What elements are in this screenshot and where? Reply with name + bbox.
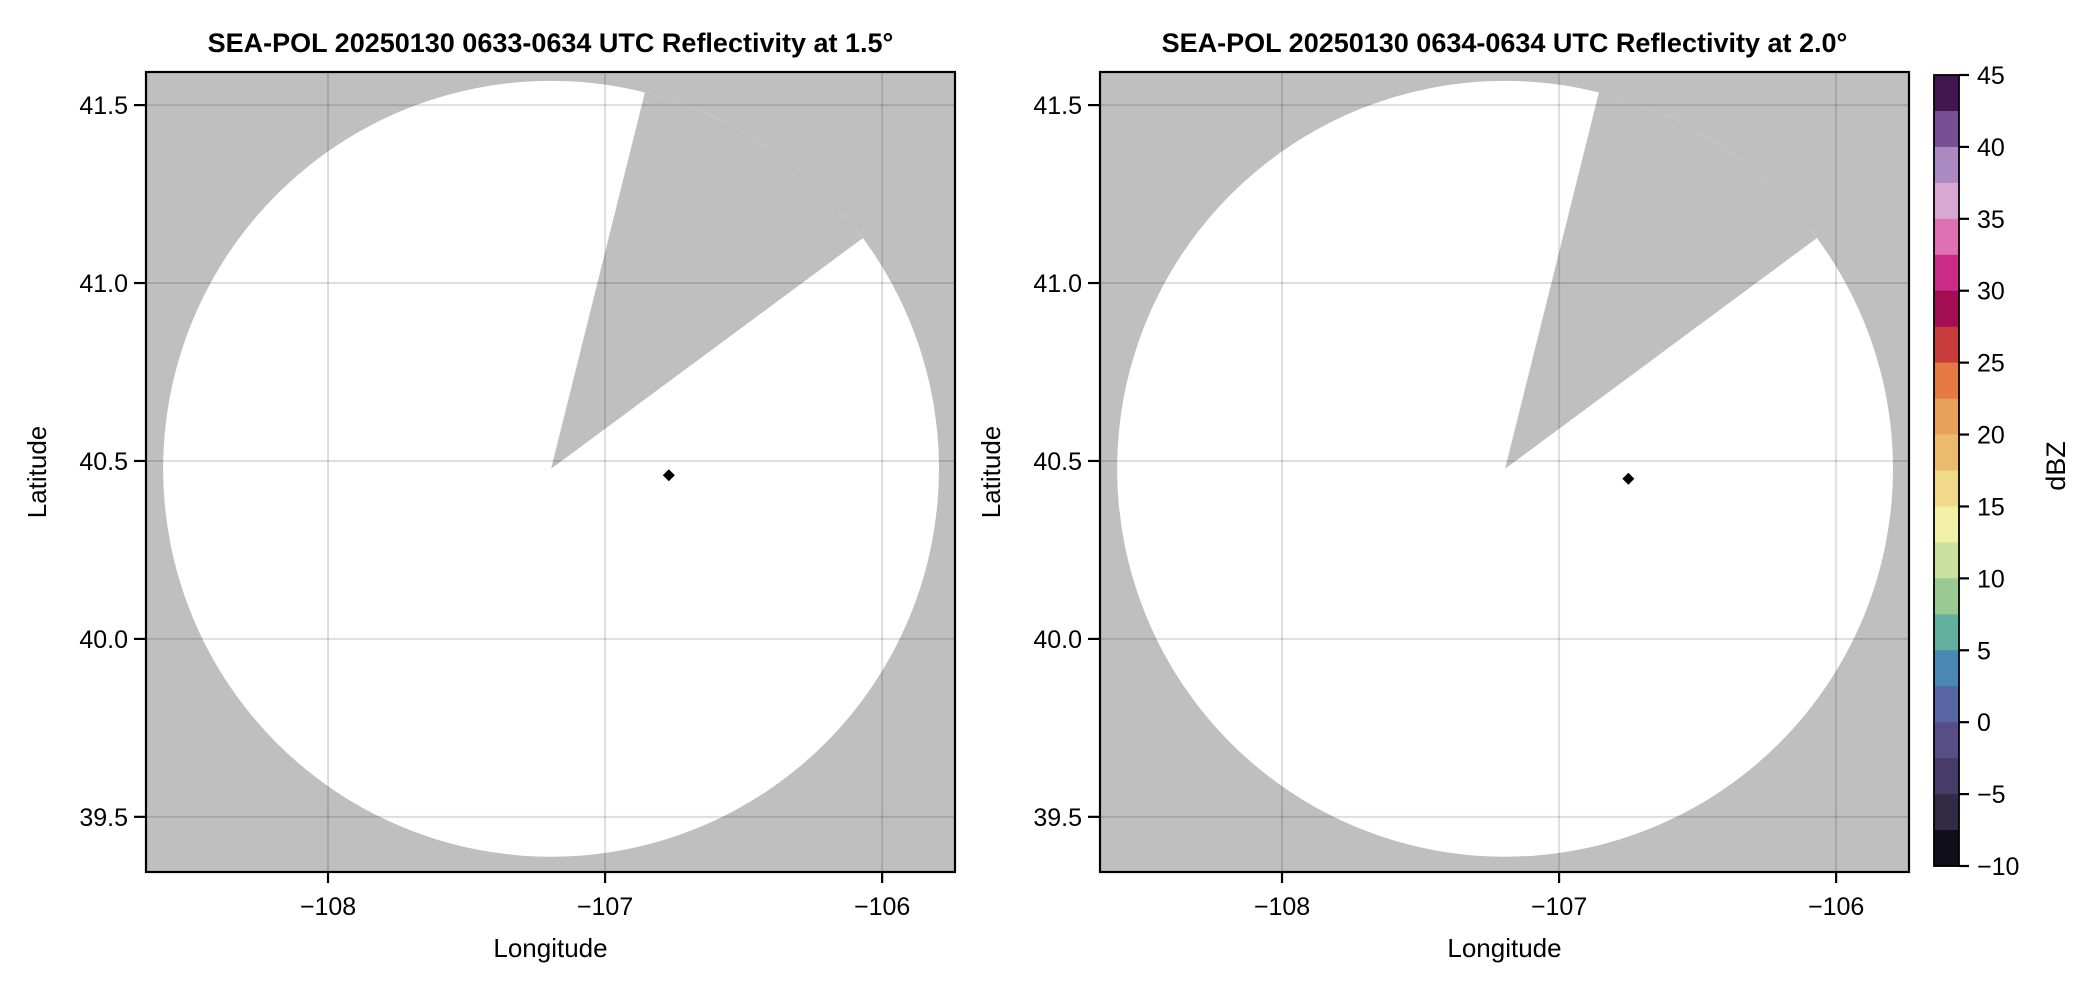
y-tick-label: 40.5 [79, 448, 128, 476]
colorbar-tick-label: 5 [1977, 637, 1991, 665]
y-tick-label: 39.5 [79, 804, 128, 832]
plot-area: −108 −107 −106 41.5 41.0 40.5 40.0 39.5 [79, 70, 957, 921]
colorbar-segment [1934, 398, 1959, 436]
colorbar-segment [1934, 146, 1959, 184]
colorbar-segment [1934, 254, 1959, 292]
x-tick-label: −107 [1531, 893, 1587, 921]
y-axis-label: Latitude [976, 426, 1006, 519]
panel-reflectivity-1-5deg: −108 −107 −106 41.5 41.0 40.5 40.0 39.5 SEA-POL… [22, 28, 957, 963]
plot-frame [1098, 70, 1911, 874]
colorbar-frame [1933, 74, 1960, 867]
x-tick-label: −107 [577, 893, 633, 921]
x-tick-label: −108 [300, 893, 356, 921]
plot-area: −108 −107 −106 41.5 41.0 40.5 40.0 39.5 [1033, 70, 1911, 921]
colorbar-segment [1934, 75, 1959, 112]
echo-marker [1622, 472, 1635, 485]
colorbar-segment [1934, 758, 1959, 795]
colorbar-tick-label: 30 [1977, 278, 2005, 306]
colorbar-segment [1934, 578, 1959, 615]
colorbar-tick-label: 45 [1977, 62, 2005, 90]
y-tick-label: 40.5 [1033, 448, 1082, 476]
colorbar: 45 40 35 30 25 20 15 10 5 0 −5 −10 dBZ [1933, 62, 2071, 881]
colorbar-tick-label: 40 [1977, 134, 2005, 162]
colorbar-tick-label: 10 [1977, 565, 2005, 593]
colorbar-tick-label: 20 [1977, 422, 2005, 450]
colorbar-tick-label: 35 [1977, 206, 2005, 234]
colorbar-scale: 45 40 35 30 25 20 15 10 5 0 −5 −10 [1933, 62, 2019, 881]
colorbar-segment [1934, 110, 1959, 148]
y-tick-label: 41.0 [1033, 270, 1082, 298]
x-tick-label: −106 [1808, 893, 1864, 921]
colorbar-label: dBZ [2041, 441, 2071, 491]
blocked-sector-wedge [551, 92, 863, 469]
colorbar-segment [1934, 182, 1959, 220]
colorbar-tick-label: 0 [1977, 709, 1991, 737]
colorbar-segment [1934, 686, 1959, 723]
x-tick-label: −108 [1254, 893, 1310, 921]
colorbar-segment [1934, 218, 1959, 256]
y-tick-label: 39.5 [1033, 804, 1082, 832]
colorbar-segment [1934, 434, 1959, 472]
colorbar-segment [1934, 506, 1959, 544]
colorbar-segment [1934, 470, 1959, 508]
y-tick-label: 40.0 [79, 626, 128, 654]
colorbar-tick-label: −10 [1977, 853, 2019, 881]
colorbar-segment [1934, 614, 1959, 651]
x-axis-label: Longitude [1447, 933, 1561, 963]
colorbar-segment [1934, 290, 1959, 328]
y-tick-label: 41.0 [79, 270, 128, 298]
colorbar-tick-label: 15 [1977, 493, 2005, 521]
colorbar-segment [1934, 830, 1959, 867]
colorbar-segment [1934, 722, 1959, 759]
panel-reflectivity-2-0deg: −108 −107 −106 41.5 41.0 40.5 40.0 39.5 SEA-POL… [976, 28, 1911, 963]
y-tick-label: 41.5 [1033, 92, 1082, 120]
colorbar-segment [1934, 326, 1959, 364]
colorbar-tick-label: −5 [1977, 781, 2006, 809]
colorbar-segment [1934, 794, 1959, 831]
y-tick-label: 40.0 [1033, 626, 1082, 654]
blocked-sector-wedge [1505, 92, 1817, 469]
panel-title: SEA-POL 20250130 0634-0634 UTC Reflectiv… [1162, 28, 1848, 58]
x-axis-label: Longitude [493, 933, 607, 963]
y-axis-label: Latitude [22, 426, 52, 519]
echo-marker [662, 469, 675, 482]
x-tick-label: −106 [854, 893, 910, 921]
colorbar-segment [1934, 650, 1959, 687]
colorbar-tick-label: 25 [1977, 350, 2005, 378]
colorbar-segment [1934, 362, 1959, 400]
colorbar-segment [1934, 542, 1959, 579]
y-tick-label: 41.5 [79, 92, 128, 120]
panel-title: SEA-POL 20250130 0633-0634 UTC Reflectiv… [208, 28, 894, 58]
plot-frame [144, 70, 957, 874]
